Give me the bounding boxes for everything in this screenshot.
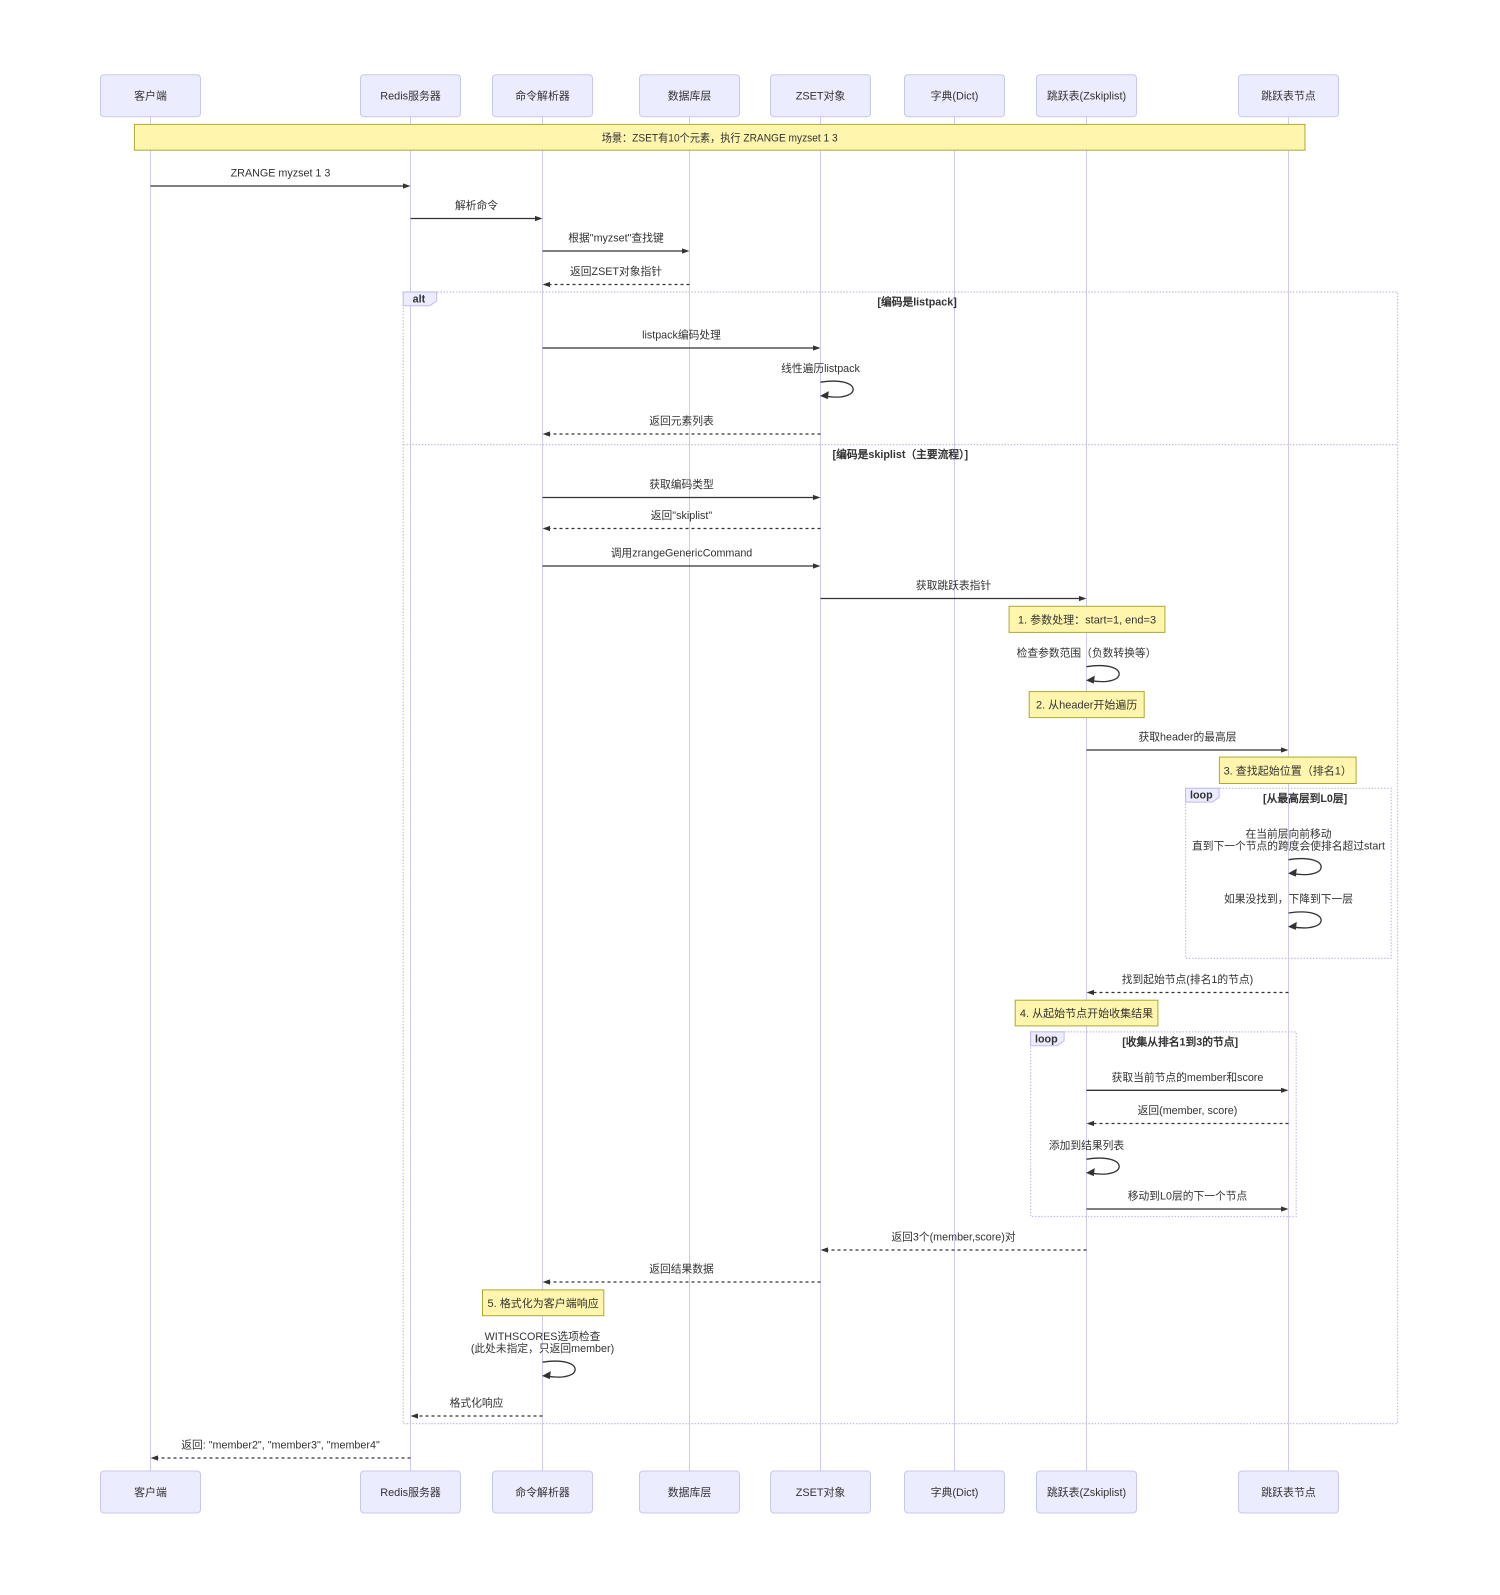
svg-text:获取当前节点的member和score: 获取当前节点的member和score <box>1112 1071 1264 1084</box>
svg-text:命令解析器: 命令解析器 <box>515 1485 570 1499</box>
svg-text:(此处未指定，只返回member): (此处未指定，只返回member) <box>471 1342 614 1355</box>
svg-text:直到下一个节点的跨度会使排名超过start: 直到下一个节点的跨度会使排名超过start <box>1192 839 1385 852</box>
svg-text:数据库层: 数据库层 <box>668 1485 712 1499</box>
svg-text:Redis服务器: Redis服务器 <box>380 90 441 103</box>
svg-text:跳跃表(Zskiplist): 跳跃表(Zskiplist) <box>1047 1485 1126 1499</box>
svg-text:返回: "member2", "member3", "mem: 返回: "member2", "member3", "member4" <box>181 1440 380 1452</box>
svg-text:获取编码类型: 获取编码类型 <box>649 478 714 491</box>
svg-text:返回3个(member,score)对: 返回3个(member,score)对 <box>891 1231 1015 1244</box>
svg-text:调用zrangeGenericCommand: 调用zrangeGenericCommand <box>611 548 753 560</box>
svg-text:跳跃表节点: 跳跃表节点 <box>1261 1485 1316 1499</box>
svg-text:找到起始节点(排名1的节点): 找到起始节点(排名1的节点) <box>1122 973 1253 986</box>
svg-text:1. 参数处理：start=1, end=3: 1. 参数处理：start=1, end=3 <box>1018 612 1156 626</box>
svg-text:2. 从header开始遍历: 2. 从header开始遍历 <box>1036 698 1137 712</box>
svg-text:格式化响应: 格式化响应 <box>450 1397 504 1410</box>
svg-text:[收集从排名1到3的节点]: [收集从排名1到3的节点] <box>1122 1036 1238 1049</box>
svg-text:ZSET对象: ZSET对象 <box>796 1485 846 1499</box>
svg-text:获取header的最高层: 获取header的最高层 <box>1139 731 1237 744</box>
svg-text:alt: alt <box>413 293 426 305</box>
svg-text:ZRANGE myzset 1 3: ZRANGE myzset 1 3 <box>231 168 331 180</box>
svg-text:检查参数范围（负数转换等）: 检查参数范围（负数转换等） <box>1017 646 1157 659</box>
svg-text:返回结果数据: 返回结果数据 <box>649 1263 714 1276</box>
svg-text:线性遍历listpack: 线性遍历listpack <box>781 362 860 375</box>
svg-text:返回(member, score): 返回(member, score) <box>1138 1105 1238 1117</box>
svg-text:数据库层: 数据库层 <box>668 89 712 103</box>
svg-text:添加到结果列表: 添加到结果列表 <box>1049 1139 1125 1152</box>
svg-text:获取跳跃表指针: 获取跳跃表指针 <box>916 579 992 592</box>
svg-text:返回"skiplist": 返回"skiplist" <box>651 510 713 522</box>
svg-text:在当前层向前移动: 在当前层向前移动 <box>1245 827 1331 840</box>
svg-text:如果没找到，下降到下一层: 如果没找到，下降到下一层 <box>1224 893 1353 906</box>
svg-text:解析命令: 解析命令 <box>455 199 498 212</box>
svg-text:字典(Dict): 字典(Dict) <box>931 89 979 103</box>
svg-text:5. 格式化为客户端响应: 5. 格式化为客户端响应 <box>488 1296 599 1310</box>
svg-text:listpack编码处理: listpack编码处理 <box>642 329 721 342</box>
svg-text:loop: loop <box>1035 1033 1058 1045</box>
svg-text:3. 查找起始位置（排名1）: 3. 查找起始位置（排名1） <box>1224 763 1352 777</box>
svg-text:客户端: 客户端 <box>134 89 167 103</box>
svg-text:4. 从起始节点开始收集结果: 4. 从起始节点开始收集结果 <box>1020 1006 1153 1020</box>
svg-text:返回元素列表: 返回元素列表 <box>649 415 714 428</box>
svg-text:客户端: 客户端 <box>134 1485 167 1499</box>
svg-text:[编码是listpack]: [编码是listpack] <box>877 296 956 309</box>
svg-text:[编码是skiplist（主要流程）]: [编码是skiplist（主要流程）] <box>833 448 969 461</box>
svg-text:命令解析器: 命令解析器 <box>515 89 570 103</box>
svg-text:返回ZSET对象指针: 返回ZSET对象指针 <box>570 265 662 278</box>
svg-text:跳跃表(Zskiplist): 跳跃表(Zskiplist) <box>1047 89 1126 103</box>
svg-text:WITHSCORES选项检查: WITHSCORES选项检查 <box>485 1330 601 1343</box>
svg-text:loop: loop <box>1190 790 1213 802</box>
svg-text:Redis服务器: Redis服务器 <box>380 1486 441 1499</box>
svg-text:字典(Dict): 字典(Dict) <box>931 1485 979 1499</box>
svg-text:ZSET对象: ZSET对象 <box>796 89 846 103</box>
svg-text:[从最高层到L0层]: [从最高层到L0层] <box>1263 792 1347 805</box>
svg-text:移动到L0层的下一个节点: 移动到L0层的下一个节点 <box>1128 1190 1248 1203</box>
svg-text:跳跃表节点: 跳跃表节点 <box>1261 89 1316 103</box>
svg-text:场景：ZSET有10个元素，执行 ZRANGE myzset: 场景：ZSET有10个元素，执行 ZRANGE myzset 1 3 <box>602 130 838 144</box>
svg-text:根据"myzset"查找键: 根据"myzset"查找键 <box>568 232 664 245</box>
